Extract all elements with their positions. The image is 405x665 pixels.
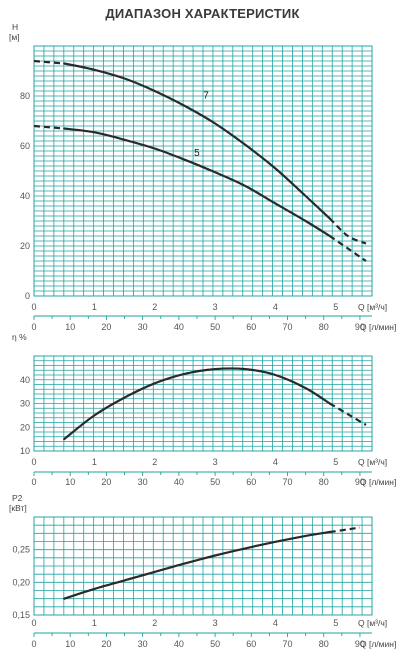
- chart-title: ДИАПАЗОН ХАРАКТЕРИСТИК: [105, 6, 300, 21]
- x2-tick-label: 70: [283, 639, 293, 649]
- x-tick-label: 4: [273, 618, 278, 628]
- x2-tick-label: 20: [101, 639, 111, 649]
- plot-frame: [33, 45, 373, 297]
- x2-tick-label: 40: [174, 322, 184, 332]
- chart-panel-3: [33, 516, 373, 637]
- series-label-5: 5: [194, 148, 200, 159]
- x2-axis-label: Q [л/мин]: [360, 322, 396, 332]
- y-tick-label: 0,15: [12, 610, 30, 620]
- x-axis-label: Q [м³/ч]: [358, 302, 387, 312]
- x2-tick-label: 10: [65, 639, 75, 649]
- x-tick-label: 2: [152, 457, 157, 467]
- y-tick-label: 40: [20, 375, 30, 385]
- x2-tick-label: 80: [319, 322, 329, 332]
- y-tick-label: 80: [20, 91, 30, 101]
- y-axis-unit: [м]: [9, 32, 20, 42]
- x2-tick-label: 70: [283, 322, 293, 332]
- x-tick-label: 0: [31, 457, 36, 467]
- x-axis-label: Q [м³/ч]: [358, 618, 387, 628]
- x2-tick-label: 90: [355, 322, 365, 332]
- x-tick-label: 3: [213, 457, 218, 467]
- y-axis-unit: [кВт]: [9, 503, 27, 513]
- x2-axis-label: Q [л/мин]: [360, 639, 396, 649]
- y-tick-label: 30: [20, 399, 30, 409]
- series-line-dashed-start: [33, 124, 65, 130]
- series-line: [63, 62, 331, 220]
- y-tick-label: 20: [20, 241, 30, 251]
- y-tick-label: 10: [20, 446, 30, 456]
- x-tick-label: 5: [333, 457, 338, 467]
- x-tick-label: 2: [152, 618, 157, 628]
- y-tick-label: 40: [20, 191, 30, 201]
- x-tick-label: 1: [92, 618, 97, 628]
- chart-panel-1: [33, 45, 373, 320]
- x2-tick-label: 30: [138, 639, 148, 649]
- y-axis-label: η %: [12, 332, 27, 342]
- x2-tick-label: 50: [210, 322, 220, 332]
- x-tick-label: 4: [273, 302, 278, 312]
- x2-axis-label: Q [л/мин]: [360, 477, 396, 487]
- x2-tick-label: 60: [246, 639, 256, 649]
- series-line-dashed-end: [329, 402, 367, 426]
- x2-tick-label: 0: [31, 322, 36, 332]
- x2-tick-label: 30: [138, 477, 148, 487]
- x2-tick-label: 50: [210, 477, 220, 487]
- x2-tick-label: 40: [174, 477, 184, 487]
- x2-tick-label: 90: [355, 639, 365, 649]
- plot-frame: [33, 516, 373, 616]
- y-tick-label: 0,25: [12, 545, 30, 555]
- series-line: [63, 367, 331, 441]
- x-tick-label: 5: [333, 302, 338, 312]
- series-line: [63, 530, 331, 600]
- series-line-dashed-end: [329, 217, 367, 245]
- x-tick-label: 0: [31, 618, 36, 628]
- y-axis-label: H: [12, 22, 18, 32]
- x2-tick-label: 80: [319, 639, 329, 649]
- series-line-dashed-end: [329, 235, 367, 262]
- x2-tick-label: 90: [355, 477, 365, 487]
- x2-tick-label: 0: [31, 639, 36, 649]
- x2-tick-label: 70: [283, 477, 293, 487]
- x-tick-label: 1: [92, 457, 97, 467]
- x2-tick-label: 20: [101, 477, 111, 487]
- x-tick-label: 1: [92, 302, 97, 312]
- x2-tick-label: 10: [65, 322, 75, 332]
- y-tick-label: 0,20: [12, 577, 30, 587]
- x2-tick-label: 0: [31, 477, 36, 487]
- x-tick-label: 3: [213, 618, 218, 628]
- series-line-dashed-start: [33, 59, 65, 65]
- x2-tick-label: 80: [319, 477, 329, 487]
- series-line: [63, 127, 331, 238]
- y-tick-label: 60: [20, 141, 30, 151]
- y-axis-label: P2: [12, 493, 23, 503]
- series-label-7: 7: [203, 91, 209, 102]
- x2-tick-label: 10: [65, 477, 75, 487]
- series-line-dashed-end: [329, 526, 361, 534]
- x-tick-label: 5: [333, 618, 338, 628]
- x-axis-label: Q [м³/ч]: [358, 457, 387, 467]
- x2-tick-label: 60: [246, 477, 256, 487]
- x2-tick-label: 30: [138, 322, 148, 332]
- x2-tick-label: 20: [101, 322, 111, 332]
- x2-tick-label: 50: [210, 639, 220, 649]
- y-tick-label: 0: [25, 291, 30, 301]
- y-tick-label: 20: [20, 422, 30, 432]
- x-tick-label: 3: [213, 302, 218, 312]
- plot-frame: [33, 355, 373, 452]
- x2-tick-label: 40: [174, 639, 184, 649]
- x-tick-label: 2: [152, 302, 157, 312]
- x2-tick-label: 60: [246, 322, 256, 332]
- x-tick-label: 4: [273, 457, 278, 467]
- x-tick-label: 0: [31, 302, 36, 312]
- chart-panel-2: [33, 355, 373, 476]
